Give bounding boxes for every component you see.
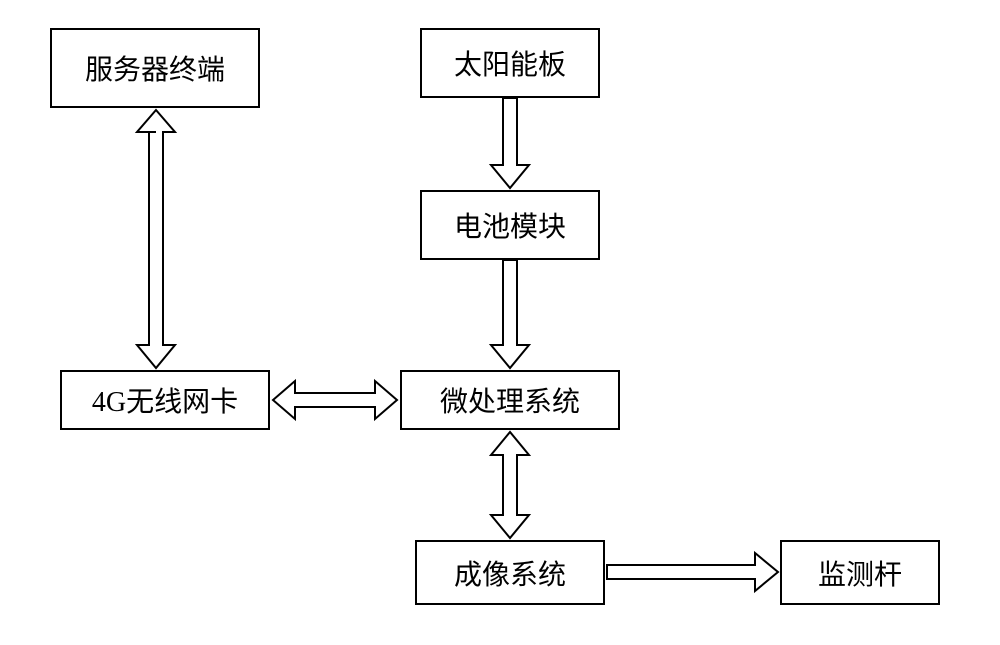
microprocessor-label: 微处理系统 bbox=[440, 380, 580, 420]
monitoring-pole-box: 监测杆 bbox=[780, 540, 940, 605]
battery-module-box: 电池模块 bbox=[420, 190, 600, 260]
arrow-battery-to-micro bbox=[491, 260, 529, 368]
solar-panel-label: 太阳能板 bbox=[454, 43, 566, 83]
imaging-system-label: 成像系统 bbox=[454, 553, 566, 593]
arrow-server-wireless bbox=[137, 110, 175, 368]
wireless-card-box: 4G无线网卡 bbox=[60, 370, 270, 430]
monitoring-pole-label: 监测杆 bbox=[818, 553, 902, 593]
server-terminal-box: 服务器终端 bbox=[50, 28, 260, 108]
arrow-micro-imaging bbox=[491, 432, 529, 538]
microprocessor-box: 微处理系统 bbox=[400, 370, 620, 430]
battery-module-label: 电池模块 bbox=[454, 205, 566, 245]
server-terminal-label: 服务器终端 bbox=[85, 48, 225, 88]
solar-panel-box: 太阳能板 bbox=[420, 28, 600, 98]
wireless-card-label: 4G无线网卡 bbox=[92, 380, 238, 420]
arrow-solar-to-battery bbox=[491, 98, 529, 188]
arrow-wireless-micro bbox=[273, 381, 397, 419]
arrow-imaging-to-pole bbox=[607, 553, 778, 591]
imaging-system-box: 成像系统 bbox=[415, 540, 605, 605]
